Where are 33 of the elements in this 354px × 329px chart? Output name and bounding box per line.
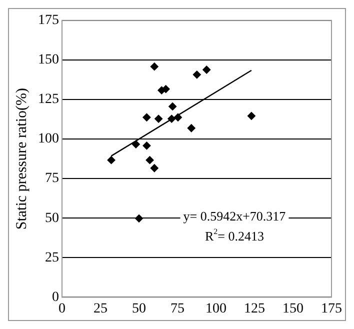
point bbox=[132, 140, 140, 148]
y-tick-label: 100 bbox=[38, 132, 59, 147]
point bbox=[150, 164, 158, 172]
y-tick-label: 125 bbox=[38, 92, 59, 108]
annotation: y= 0.5942x+70.317 bbox=[183, 208, 286, 224]
x-tick-label: 100 bbox=[206, 301, 226, 316]
x-tick-label: 25 bbox=[94, 301, 108, 316]
point bbox=[192, 70, 201, 79]
x-tick-label: 75 bbox=[170, 301, 184, 316]
point bbox=[168, 102, 177, 110]
point bbox=[142, 113, 151, 122]
x-tick-label: 50 bbox=[132, 301, 146, 316]
point bbox=[107, 156, 116, 164]
point bbox=[168, 114, 176, 123]
y-tick-label: 25 bbox=[45, 250, 59, 266]
x-tick-label: 125 bbox=[244, 301, 265, 316]
point bbox=[135, 214, 143, 222]
y-tick-label: 0 bbox=[52, 290, 59, 305]
point bbox=[142, 142, 151, 150]
y-axis-title: Static pressure ratio(%) bbox=[14, 88, 30, 230]
point bbox=[174, 113, 182, 122]
point bbox=[154, 114, 163, 123]
x-tick-label: 150 bbox=[282, 301, 304, 316]
y-tick-label: 150 bbox=[38, 52, 59, 68]
point bbox=[247, 112, 256, 120]
x-tick-label: 175 bbox=[321, 301, 342, 316]
point bbox=[202, 66, 211, 74]
point bbox=[187, 124, 196, 132]
point bbox=[146, 156, 154, 164]
y-tick-label: 50 bbox=[45, 210, 59, 226]
point bbox=[150, 62, 158, 71]
y-tick-label: 175 bbox=[38, 13, 59, 28]
y-tick-label: 75 bbox=[45, 171, 59, 186]
